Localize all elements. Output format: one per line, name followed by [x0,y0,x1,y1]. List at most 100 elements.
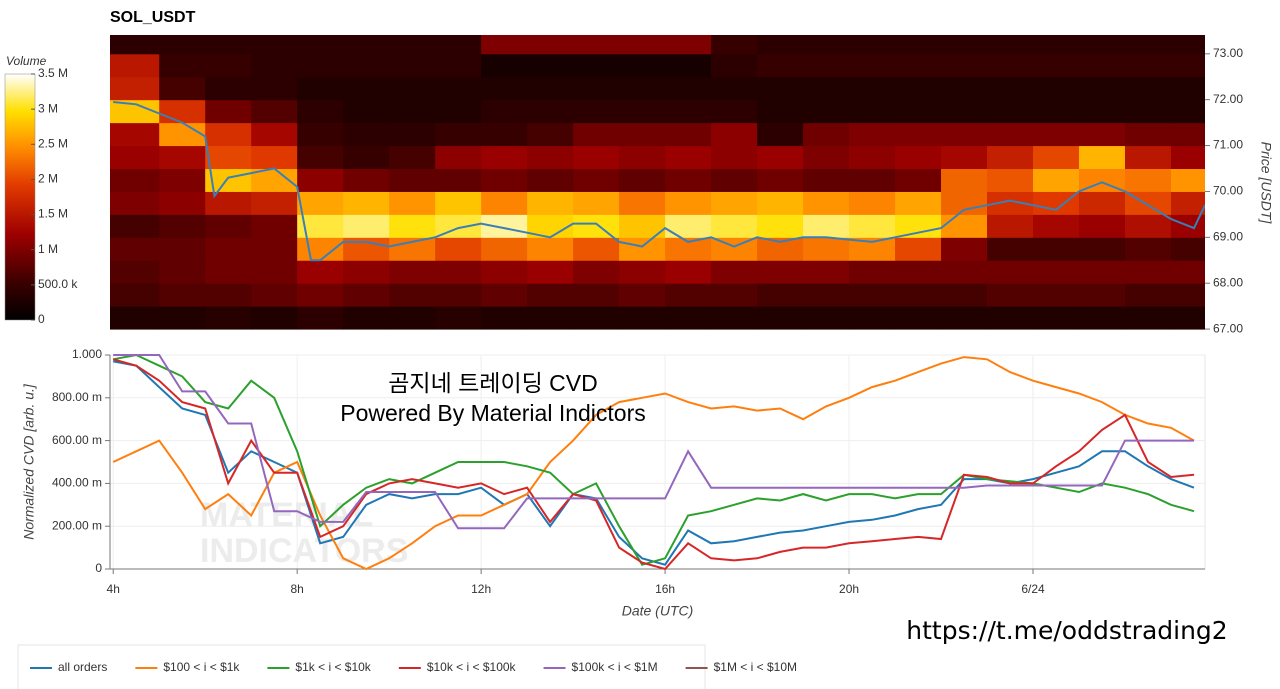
heatmap-cell [527,168,574,192]
heatmap-cell [159,35,206,55]
heatmap-cell [110,99,160,124]
heatmap-cell [941,53,988,78]
heatmap-cell [757,168,804,192]
legend-label: $10k < i < $100k [427,660,517,674]
heatmap-cell [1078,306,1126,330]
heatmap-cell [1124,214,1172,238]
heatmap-cell [297,237,344,261]
heatmap-cell [1033,191,1080,215]
heatmap-cell [711,168,758,192]
heatmap-cell [573,168,620,192]
heatmap-cell [895,122,942,147]
heatmap-cell [941,306,988,330]
heatmap-cell [389,306,436,330]
heatmap-cell [987,214,1034,238]
heatmap-cell [803,260,850,284]
heatmap-cell [895,145,942,170]
heatmap-cell [1033,35,1080,55]
heatmap-cell [343,35,390,55]
heatmap-cell [1170,306,1205,330]
heatmap-cell [343,145,390,170]
heatmap-cell [435,306,482,330]
heatmap-cell [527,306,574,330]
heatmap-cell [1078,260,1126,284]
heatmap-cell [159,306,206,330]
heatmap-cell [435,145,482,170]
heatmap-cell [343,99,390,124]
heatmap-cell [527,145,574,170]
heatmap-cell [849,260,896,284]
heatmap-cell [711,53,758,78]
heatmap-cell [205,122,252,147]
annotation: Powered By Material Indictors [340,400,646,426]
heatmap-cell [251,35,298,55]
colorbar-tick-label: 500.0 k [38,277,78,291]
watermark: MATERIAL [200,496,373,534]
heatmap-cell [573,76,620,101]
heatmap-cell [757,306,804,330]
heatmap-cell [757,99,804,124]
heatmap-cell [665,260,712,284]
heatmap-cell [205,283,252,307]
heatmap-cell [343,122,390,147]
heatmap-cell [297,306,344,330]
colorbar-tick-label: 1 M [38,242,58,256]
heatmap-cell [481,237,528,261]
heatmap-cell [711,306,758,330]
heatmap-cell [665,283,712,307]
heatmap-cell [527,214,574,238]
heatmap-cell [757,35,804,55]
heatmap-cell [619,145,666,170]
heatmap-cell [389,53,436,78]
heatmap-cell [895,53,942,78]
y-tick-label: 0 [95,561,102,575]
heatmap-cell [895,191,942,215]
heatmap-cell [159,76,206,101]
heatmap-cell [481,53,528,78]
heatmap-cell [435,76,482,101]
heatmap-cell [573,214,620,238]
y-tick-label: 73.00 [1213,46,1243,60]
heatmap-cell [251,214,298,238]
heatmap-cell [110,53,160,78]
heatmap-cell [527,53,574,78]
heatmap-cell [159,53,206,78]
series-line [112,356,1195,571]
heatmap-cell [1124,237,1172,261]
heatmap-cell [297,145,344,170]
heatmap-cell [435,191,482,215]
heatmap-cell [665,53,712,78]
heatmap-cell [1033,145,1080,170]
heatmap-cell [251,260,298,284]
heatmap-cell [389,214,436,238]
heatmap-cell [389,191,436,215]
heatmap-cell [941,191,988,215]
y-tick-label: 70.00 [1213,184,1243,198]
heatmap-cell [1033,76,1080,101]
heatmap-cell [251,306,298,330]
heatmap-cell [343,76,390,101]
heatmap-cell [849,35,896,55]
heatmap-cell [619,283,666,307]
heatmap-cell [619,306,666,330]
heatmap-cell [297,191,344,215]
heatmap-cell [711,214,758,238]
heatmap-cell [573,191,620,215]
series-line [112,358,1195,571]
heatmap-cell [1078,35,1126,55]
y-tick-label: 600.00 m [52,433,102,447]
heatmap-cell [1124,306,1172,330]
heatmap-cell [711,283,758,307]
heatmap-cell [895,260,942,284]
colorbar-tick-label: 3.5 M [38,66,68,80]
heatmap-cell [803,99,850,124]
heatmap-cell [987,306,1034,330]
heatmap-cell [803,53,850,78]
heatmap-cell [1078,237,1126,261]
heatmap-cell [803,145,850,170]
heatmap-cell [941,168,988,192]
heatmap-cell [1078,214,1126,238]
heatmap-cell [665,191,712,215]
heatmap-cell [573,145,620,170]
heatmap-cell [895,35,942,55]
